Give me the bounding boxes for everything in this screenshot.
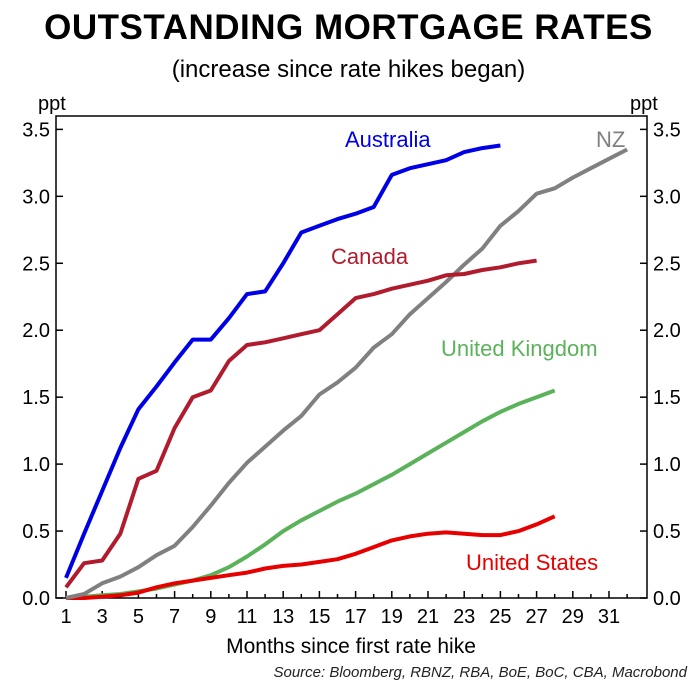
y-tick-label-right: 2.0 [653, 320, 681, 342]
plot-frame [55, 115, 648, 599]
x-tick-label: 5 [133, 606, 144, 628]
series-label-australia: Australia [345, 127, 431, 152]
y-tick-label-right: 0.5 [653, 521, 681, 543]
y-tick-label-left: 3.0 [22, 186, 50, 208]
series-label-nz: NZ [596, 127, 625, 152]
x-tick-label: 11 [237, 606, 258, 628]
series-line-canada [64, 258, 537, 589]
series-line-nz [65, 147, 629, 600]
source-note: Source: Bloomberg, RBNZ, RBA, BoE, BoC, … [273, 664, 687, 681]
series-label-united-states: United States [466, 550, 598, 575]
x-axis: 1 3 5 7 9 11 13 15 17 19 21 23 25 27 29 31 [60, 591, 628, 628]
x-axis-label: Months since first rate hike [226, 635, 476, 658]
y-tick-label-left: 0.0 [22, 588, 50, 610]
x-tick-label: 15 [308, 606, 330, 628]
series-label-canada: Canada [331, 244, 409, 269]
x-tick-label: 3 [97, 606, 108, 628]
y-tick-label-left: 1.5 [22, 387, 50, 409]
x-tick-label: 1 [60, 606, 71, 628]
x-tick-label: 31 [598, 606, 620, 628]
y-tick-label-left: 0.5 [22, 521, 50, 543]
y-tick-label-right: 1.5 [653, 387, 681, 409]
y-tick-label-left: 2.0 [22, 320, 50, 342]
series-line-united-states [66, 514, 556, 600]
y-tick-label-right: 1.0 [653, 454, 681, 476]
chart-title: OUTSTANDING MORTGAGE RATES [44, 8, 653, 47]
x-tick-label: 7 [169, 606, 180, 628]
x-tick-label: 17 [344, 606, 366, 628]
y-unit-right: ppt [630, 93, 658, 115]
y-axis-left: 0.0 0.5 1.0 1.5 2.0 2.5 3.0 3.5 [22, 119, 63, 610]
x-tick-label: 27 [525, 606, 547, 628]
x-tick-label: 23 [453, 606, 475, 628]
chart-subtitle: (increase since rate hikes began) [171, 56, 526, 83]
x-tick-label: 29 [562, 606, 584, 628]
x-tick-label: 21 [417, 606, 439, 628]
series-group [64, 143, 629, 600]
x-tick-label: 13 [272, 606, 294, 628]
y-tick-label-right: 2.5 [653, 253, 681, 275]
y-unit-left: ppt [38, 93, 66, 115]
y-tick-label-left: 2.5 [22, 253, 50, 275]
y-axis-right: 0.0 0.5 1.0 1.5 2.0 2.5 3.0 3.5 [640, 119, 681, 610]
y-tick-label-right: 3.0 [653, 186, 681, 208]
x-tick-label: 9 [205, 606, 216, 628]
y-tick-label-left: 1.0 [22, 454, 50, 476]
y-tick-label-left: 3.5 [22, 119, 50, 141]
y-tick-label-right: 3.5 [653, 119, 681, 141]
series-line-australia [64, 143, 501, 579]
x-tick-label: 19 [381, 606, 403, 628]
x-tick-label: 25 [489, 606, 511, 628]
series-label-united-kingdom: United Kingdom [441, 336, 598, 361]
y-tick-label-right: 0.0 [653, 588, 681, 610]
